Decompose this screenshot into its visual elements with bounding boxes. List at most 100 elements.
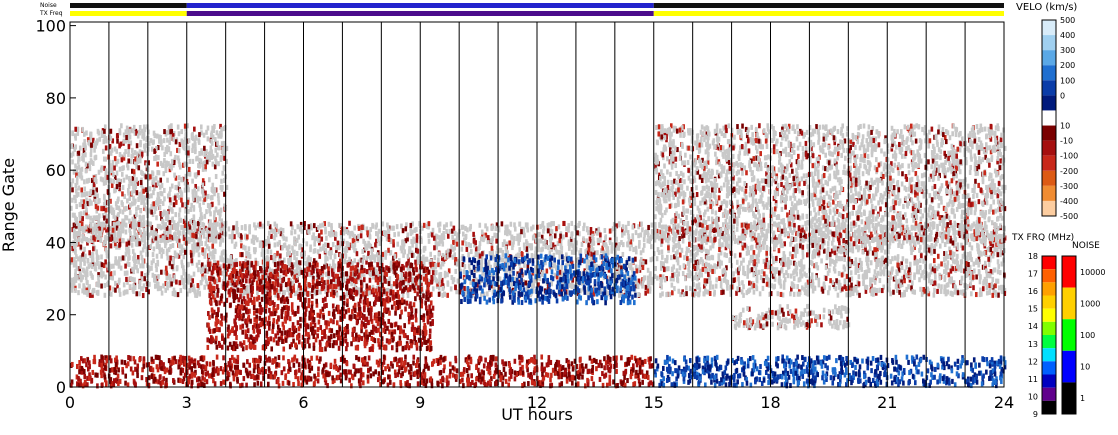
scatter-cell xyxy=(482,235,486,241)
scatter-cell xyxy=(159,134,162,141)
scatter-cell xyxy=(878,277,882,284)
scatter-cell xyxy=(600,248,603,254)
scatter-cell xyxy=(129,231,132,237)
scatter-cell xyxy=(114,187,117,193)
scatter-cell xyxy=(84,224,88,230)
scatter-cell xyxy=(90,159,93,165)
scatter-cell xyxy=(201,273,204,279)
scatter-cell xyxy=(293,236,297,242)
scatter-cell xyxy=(184,277,188,283)
scatter-cell xyxy=(77,154,81,160)
scatter-cell xyxy=(544,278,548,284)
scatter-cell xyxy=(121,171,124,177)
scatter-cell xyxy=(195,221,199,227)
scatter-cell xyxy=(900,261,904,267)
scatter-cell xyxy=(979,238,983,244)
scatter-cell xyxy=(980,251,983,257)
scatter-cell xyxy=(182,282,186,288)
scatter-cell xyxy=(200,240,203,247)
scatter-cell xyxy=(719,250,723,256)
scatter-cell xyxy=(558,269,562,275)
scatter-cell xyxy=(479,236,483,242)
scatter-cell xyxy=(97,279,100,285)
scatter-cell xyxy=(140,237,144,243)
scatter-cell xyxy=(115,216,119,222)
scatter-cell xyxy=(692,263,695,269)
scatter-cell xyxy=(329,254,332,260)
scatter-cell xyxy=(273,229,277,235)
scatter-cell xyxy=(169,236,172,243)
scatter-cell xyxy=(939,231,942,237)
scatter-cell xyxy=(957,264,961,270)
scatter-cell xyxy=(638,239,641,246)
scatter-cell xyxy=(385,230,388,236)
scatter-cell xyxy=(170,281,173,287)
scatter-cell xyxy=(665,258,669,264)
scatter-cell xyxy=(206,269,210,275)
scatter-cell xyxy=(751,254,755,260)
scatter-cell xyxy=(964,255,968,261)
scatter-cell xyxy=(422,276,426,282)
scatter-cell xyxy=(214,238,218,244)
scatter-cell xyxy=(793,244,797,250)
scatter-cell xyxy=(588,236,592,242)
scatter-cell xyxy=(638,265,642,271)
scatter-cell xyxy=(401,292,405,299)
scatter-cell xyxy=(542,225,546,231)
scatter-cell xyxy=(75,179,79,185)
scatter-cell xyxy=(371,222,374,228)
scatter-cell xyxy=(726,242,729,248)
scatter-cell xyxy=(996,278,1000,284)
scatter-cell xyxy=(88,284,92,290)
scatter-cell xyxy=(108,263,112,269)
scatter-cell xyxy=(573,240,577,246)
scatter-cell xyxy=(348,220,351,226)
scatter-cell xyxy=(437,222,440,228)
scatter-cell xyxy=(122,132,126,138)
scatter-cell xyxy=(789,239,793,245)
scatter-cell xyxy=(586,290,589,296)
scatter-cell xyxy=(907,284,910,290)
scatter-cell xyxy=(845,292,848,298)
scatter-cell xyxy=(922,235,925,241)
scatter-cell xyxy=(73,276,76,282)
scatter-cell xyxy=(121,255,125,261)
scatter-cell xyxy=(952,280,956,286)
scatter-cell xyxy=(832,237,835,243)
scatter-cell xyxy=(856,247,860,253)
scatter-cell xyxy=(208,225,211,232)
scatter-cell xyxy=(187,236,191,242)
scatter-cell xyxy=(245,290,249,296)
scatter-cell xyxy=(386,225,390,231)
scatter-cell xyxy=(582,236,585,242)
scatter-cell xyxy=(889,291,892,297)
scatter-cell xyxy=(562,256,566,262)
scatter-cell xyxy=(104,274,107,280)
scatter-cell xyxy=(639,250,643,256)
scatter-cell xyxy=(480,292,483,298)
scatter-cell xyxy=(646,267,650,273)
scatter-cell xyxy=(220,250,224,256)
scatter-cell xyxy=(591,233,594,239)
scatter-cell xyxy=(414,259,417,265)
scatter-cell xyxy=(273,253,276,259)
scatter-cell xyxy=(451,254,455,260)
scatter-cell xyxy=(173,232,176,238)
scatter-cell xyxy=(754,237,758,243)
scatter-cell xyxy=(840,272,844,278)
scatter-cell xyxy=(199,280,203,286)
scatter-cell xyxy=(854,269,857,275)
scatter-cell xyxy=(968,242,972,248)
scatter-cell xyxy=(104,171,108,177)
scatter-cell xyxy=(438,221,442,227)
scatter-cell xyxy=(982,239,986,246)
scatter-cell xyxy=(155,239,159,245)
scatter-cell xyxy=(779,257,782,264)
scatter-cell xyxy=(235,258,238,264)
scatter-cell xyxy=(111,275,115,281)
scatter-cell xyxy=(233,234,236,240)
scatter-cell xyxy=(870,237,874,243)
scatter-cell xyxy=(159,199,162,205)
scatter-cell xyxy=(516,252,520,258)
scatter-cell xyxy=(136,254,140,261)
